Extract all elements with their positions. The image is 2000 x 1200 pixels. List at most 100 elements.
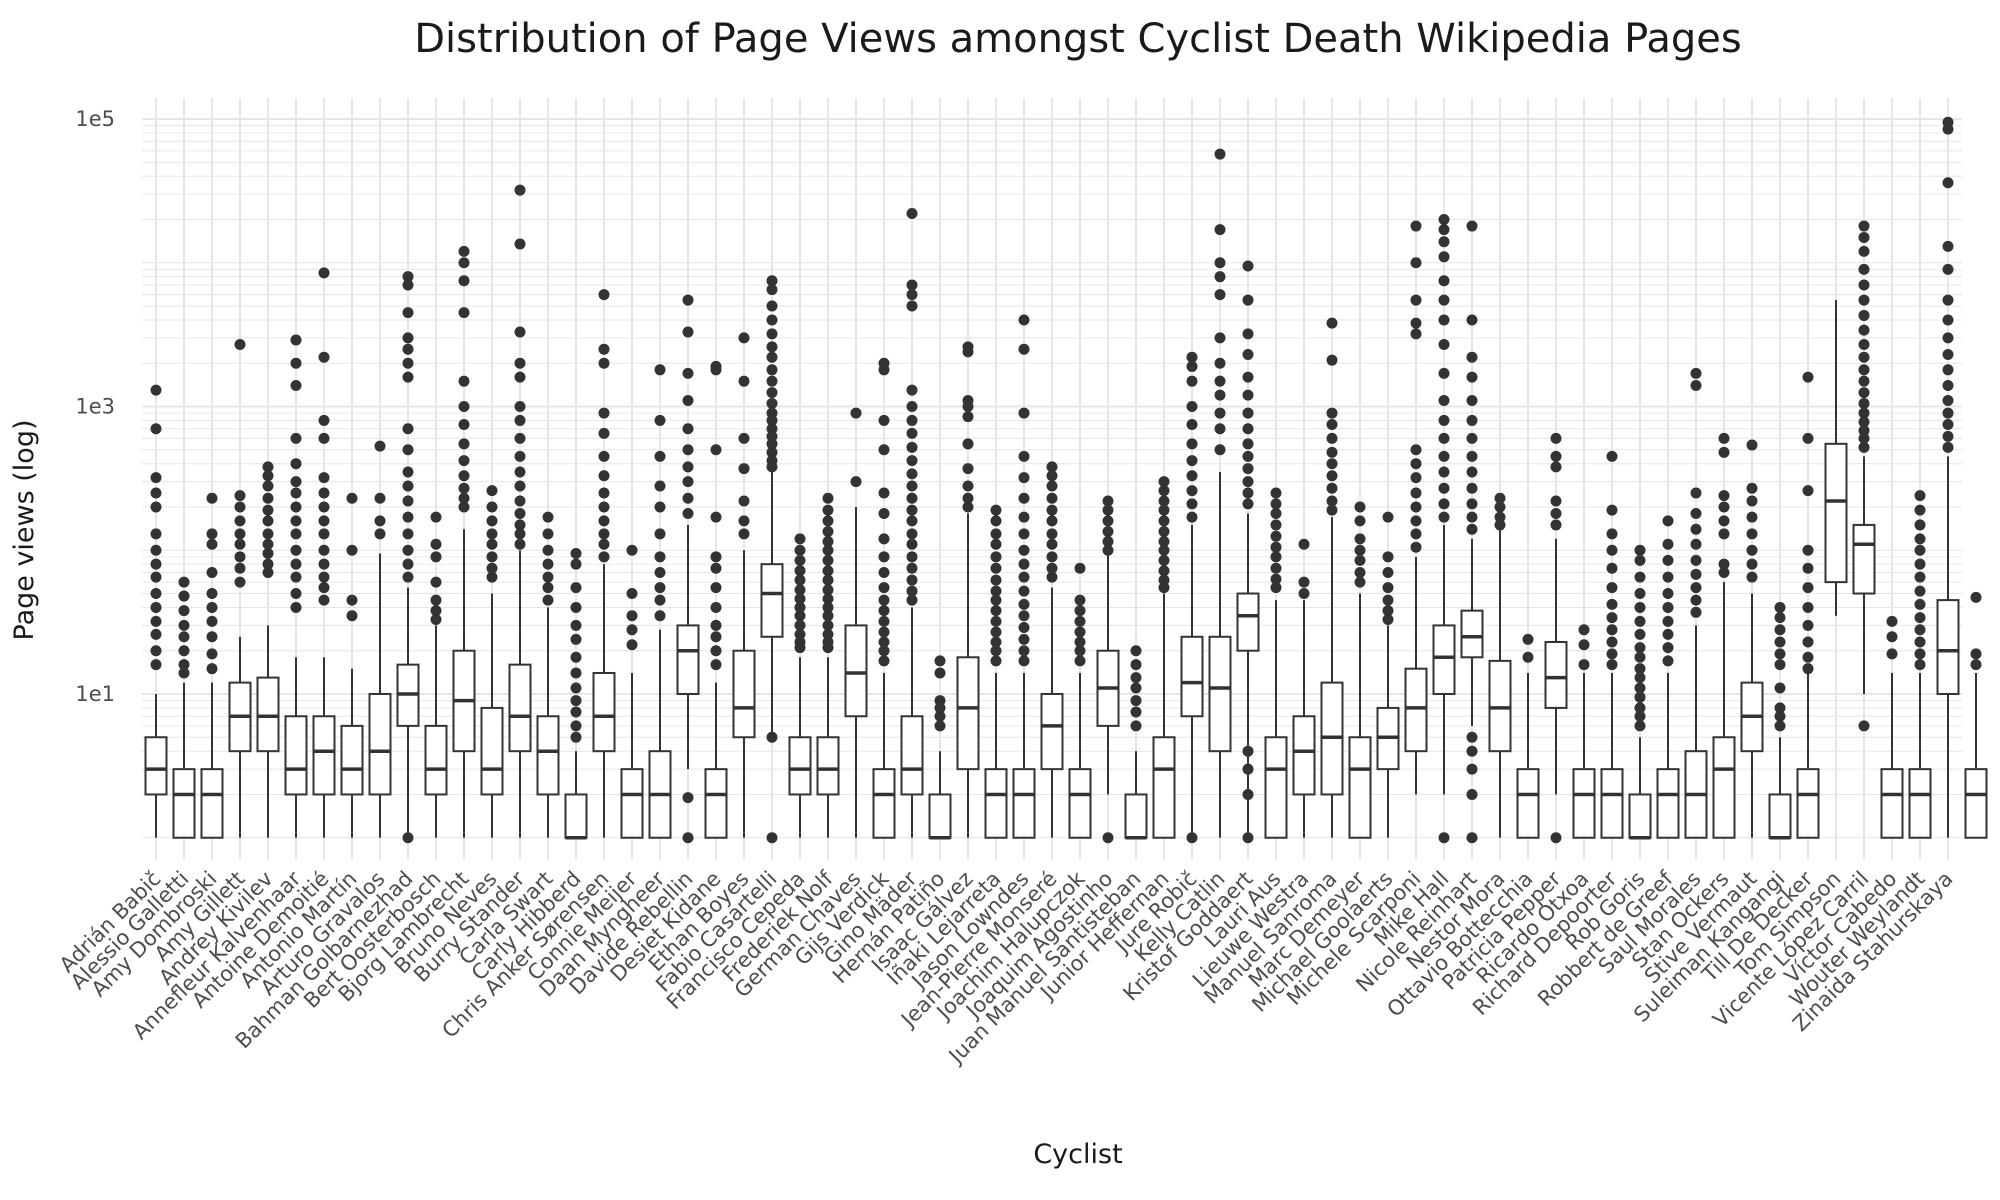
- outlier-point: [1354, 567, 1366, 579]
- outlier-point: [1774, 636, 1786, 648]
- outlier-point: [150, 544, 162, 556]
- outlier-point: [318, 582, 330, 594]
- outlier-point: [822, 544, 834, 556]
- iqr-box: [1236, 592, 1260, 652]
- outlier-point: [878, 605, 890, 617]
- outlier-point: [1242, 832, 1254, 844]
- outlier-point: [430, 538, 442, 550]
- outlier-point: [990, 585, 1002, 597]
- outlier-point: [1018, 407, 1030, 419]
- outlier-point: [1438, 224, 1450, 236]
- outlier-point: [794, 533, 806, 545]
- x-axis-title: Cyclist: [1033, 1139, 1122, 1170]
- outlier-point: [318, 267, 330, 279]
- outlier-point: [1578, 624, 1590, 636]
- outlier-point: [1018, 598, 1030, 610]
- outlier-point: [906, 427, 918, 439]
- outlier-point: [766, 375, 778, 387]
- outlier-point: [206, 588, 218, 600]
- outlier-point: [1242, 745, 1254, 757]
- outlier-point: [1158, 495, 1170, 507]
- outlier-point: [1634, 642, 1646, 654]
- outlier-point: [1242, 487, 1254, 499]
- box-62: [1880, 615, 1904, 839]
- outlier-point: [430, 594, 442, 606]
- outlier-point: [1242, 463, 1254, 475]
- outlier-point: [514, 450, 526, 462]
- iqr-box: [1516, 768, 1540, 839]
- outlier-point: [1158, 526, 1170, 538]
- outlier-point: [290, 558, 302, 570]
- outlier-point: [318, 432, 330, 444]
- outlier-point: [402, 528, 414, 540]
- box-3: [228, 338, 252, 838]
- outlier-point: [402, 544, 414, 556]
- iqr-box: [312, 715, 336, 796]
- outlier-point: [1914, 598, 1926, 610]
- outlier-point: [1102, 504, 1114, 516]
- outlier-point: [990, 655, 1002, 667]
- outlier-point: [1326, 458, 1338, 470]
- iqr-box: [1488, 659, 1512, 753]
- outlier-point: [318, 487, 330, 499]
- outlier-point: [1914, 571, 1926, 583]
- outlier-point: [1466, 523, 1478, 535]
- outlier-point: [1662, 642, 1674, 654]
- box-49: [1516, 633, 1540, 839]
- outlier-point: [1158, 485, 1170, 497]
- outlier-point: [878, 533, 890, 545]
- box-45: [1404, 220, 1428, 795]
- outlier-point: [1130, 695, 1142, 707]
- outlier-point: [1186, 832, 1198, 844]
- outlier-point: [1102, 526, 1114, 538]
- outlier-point: [486, 538, 498, 550]
- outlier-point: [934, 702, 946, 714]
- box-34: [1096, 495, 1120, 844]
- box-10: [424, 511, 448, 838]
- outlier-point: [598, 427, 610, 439]
- outlier-point: [1466, 432, 1478, 444]
- outlier-point: [1298, 538, 1310, 550]
- outlier-point: [458, 245, 470, 257]
- outlier-point: [962, 346, 974, 358]
- outlier-point: [1018, 450, 1030, 462]
- outlier-point: [1270, 562, 1282, 574]
- outlier-point: [906, 538, 918, 550]
- outlier-point: [402, 332, 414, 344]
- outlier-point: [1186, 438, 1198, 450]
- box-4: [256, 461, 280, 838]
- outlier-point: [794, 554, 806, 566]
- y-tick-label: 1e1: [75, 682, 115, 706]
- outlier-point: [1914, 544, 1926, 556]
- box-59: [1796, 371, 1820, 839]
- outlier-point: [1102, 495, 1114, 507]
- outlier-point: [402, 307, 414, 319]
- iqr-box: [872, 768, 896, 839]
- outlier-point: [570, 706, 582, 718]
- outlier-point: [458, 257, 470, 269]
- iqr-box: [620, 768, 644, 839]
- outlier-point: [402, 271, 414, 283]
- outlier-point: [402, 832, 414, 844]
- outlier-point: [822, 619, 834, 631]
- outlier-point: [150, 472, 162, 484]
- outlier-point: [626, 544, 638, 556]
- outlier-point: [318, 351, 330, 363]
- outlier-point: [1522, 633, 1534, 645]
- outlier-point: [962, 463, 974, 475]
- outlier-point: [1690, 379, 1702, 391]
- outlier-point: [346, 610, 358, 622]
- iqr-box: [1152, 736, 1176, 839]
- outlier-point: [458, 470, 470, 482]
- y-axis-title: Page views (log): [9, 420, 40, 641]
- outlier-point: [430, 613, 442, 625]
- outlier-point: [878, 414, 890, 426]
- outlier-point: [178, 576, 190, 588]
- outlier-point: [1858, 324, 1870, 336]
- outlier-point: [1746, 495, 1758, 507]
- outlier-point: [318, 544, 330, 556]
- outlier-point: [1662, 554, 1674, 566]
- outlier-point: [1438, 236, 1450, 248]
- outlier-point: [402, 480, 414, 492]
- outlier-point: [178, 667, 190, 679]
